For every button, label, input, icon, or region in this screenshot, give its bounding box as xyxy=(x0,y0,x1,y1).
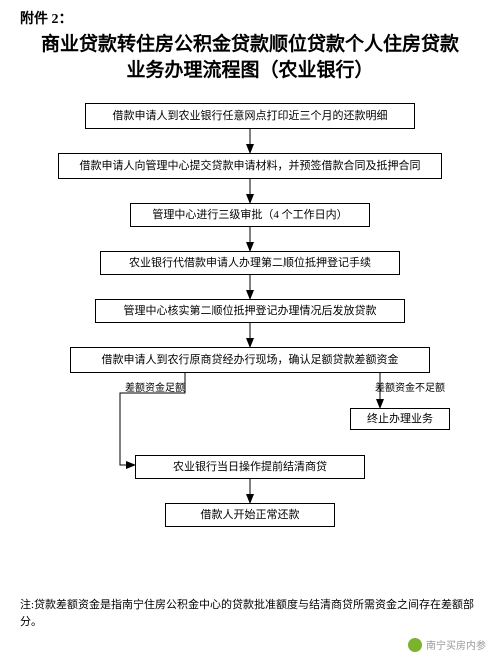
flow-node-n6: 借款申请人到农行原商贷经办行现场，确认足额贷款差额资金 xyxy=(70,347,430,373)
flow-edge-label-6: 差额资金不足额 xyxy=(375,379,445,394)
flow-node-n1: 借款申请人到农业银行任意网点打印近三个月的还款明细 xyxy=(85,103,415,129)
watermark: 南宁买房内参 xyxy=(408,637,486,652)
flowchart: 借款申请人到农业银行任意网点打印近三个月的还款明细借款申请人向管理中心提交贷款申… xyxy=(20,103,480,583)
flow-node-n3: 管理中心进行三级审批（4 个工作日内） xyxy=(130,203,370,227)
flow-node-n7: 终止办理业务 xyxy=(350,408,450,430)
flow-node-n4: 农业银行代借款申请人办理第二顺位抵押登记手续 xyxy=(100,251,400,275)
flow-node-n5: 管理中心核实第二顺位抵押登记办理情况后发放贷款 xyxy=(95,299,405,323)
flow-node-n2: 借款申请人向管理中心提交贷款申请材料，并预签借款合同及抵押合同 xyxy=(58,153,442,179)
page-title: 商业贷款转住房公积金贷款顺位贷款个人住房贷款 业务办理流程图（农业银行） xyxy=(20,32,480,83)
wechat-icon xyxy=(408,638,422,652)
footer-note: 注:贷款差额资金是指南宁住房公积金中心的贷款批准额度与结清商贷所需资金之间存在差… xyxy=(20,597,480,632)
flow-node-n9: 借款人开始正常还款 xyxy=(165,503,335,527)
watermark-text: 南宁买房内参 xyxy=(426,637,486,652)
flow-edge-label-5: 差额资金足额 xyxy=(125,379,185,394)
flow-node-n8: 农业银行当日操作提前结清商贷 xyxy=(135,455,365,479)
title-line-1: 商业贷款转住房公积金贷款顺位贷款个人住房贷款 xyxy=(41,34,459,55)
title-line-2: 业务办理流程图（农业银行） xyxy=(126,60,373,81)
attachment-label: 附件 2： xyxy=(20,8,480,28)
